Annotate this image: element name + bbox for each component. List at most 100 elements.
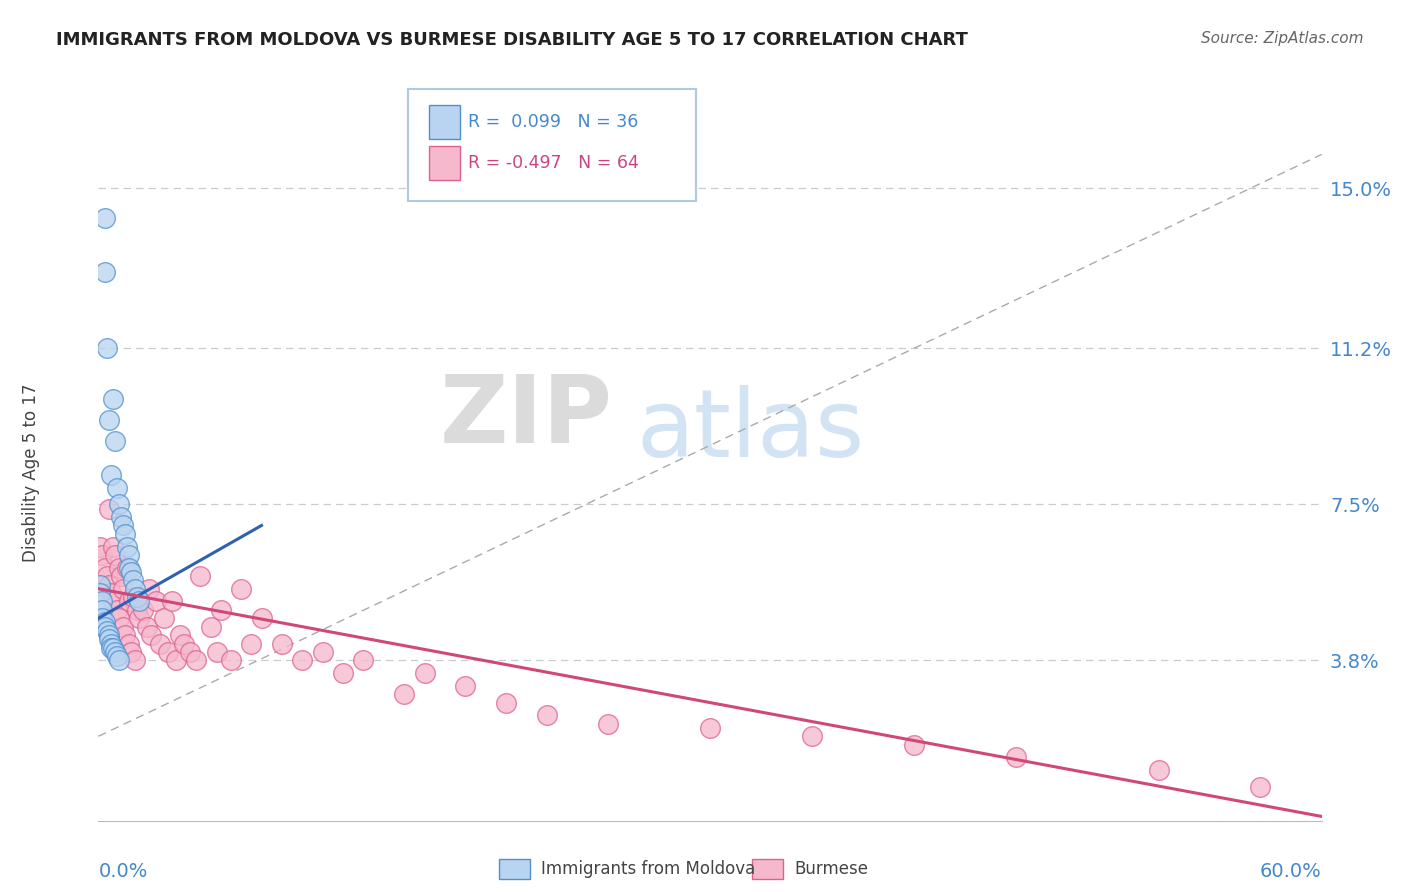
Point [110,569,132,583]
Point [200,620,222,634]
Point [97,413,120,427]
Text: IMMIGRANTS FROM MOLDOVA VS BURMESE DISABILITY AGE 5 TO 17 CORRELATION CHART: IMMIGRANTS FROM MOLDOVA VS BURMESE DISAB… [56,31,969,49]
Point [115,540,138,554]
Point [156,645,179,659]
Point [97,632,120,647]
Point [118,636,141,650]
Point [89,540,111,554]
Point [93,615,115,630]
Point [219,653,242,667]
Point [89,577,111,591]
Point [392,687,416,701]
Point [122,590,145,604]
Point [160,594,183,608]
Point [124,653,146,667]
Point [179,645,201,659]
Point [100,467,122,482]
Point [101,594,124,608]
Point [495,696,517,710]
Point [104,434,127,449]
Point [105,649,128,664]
Text: 60.0%: 60.0% [1260,863,1322,881]
Point [89,586,111,600]
Point [114,628,136,642]
Point [114,527,136,541]
Point [132,603,155,617]
Point [97,577,120,591]
Point [111,518,134,533]
Point [91,594,114,608]
Point [97,501,120,516]
Point [118,594,141,608]
Point [111,582,134,596]
Point [105,481,128,495]
Text: R = -0.497   N = 64: R = -0.497 N = 64 [468,154,640,172]
Point [91,611,114,625]
Point [97,628,120,642]
Point [93,265,115,279]
Point [128,611,150,625]
Point [801,729,824,743]
Point [120,645,142,659]
Text: ZIP: ZIP [439,371,612,463]
Point [598,716,620,731]
Text: Immigrants from Moldova: Immigrants from Moldova [541,860,755,878]
Point [186,653,208,667]
Point [138,582,160,596]
Text: Disability Age 5 to 17: Disability Age 5 to 17 [22,384,41,562]
Point [101,640,124,655]
Point [93,620,115,634]
Point [240,636,263,650]
Point [100,640,122,655]
Point [1004,750,1026,764]
Point [1147,763,1170,777]
Point [1249,780,1271,794]
Point [118,548,141,562]
Point [110,510,132,524]
Point [128,594,150,608]
Point [96,624,118,638]
Point [152,611,174,625]
Point [91,603,114,617]
Text: atlas: atlas [637,385,865,477]
Point [332,666,354,681]
Point [127,603,149,617]
Point [101,540,124,554]
Point [104,645,127,659]
Point [270,636,294,650]
Text: 0.0%: 0.0% [98,863,148,881]
Point [127,590,149,604]
Point [352,653,374,667]
Point [100,586,122,600]
Point [108,497,131,511]
Point [413,666,436,681]
Point [93,211,115,225]
Point [173,636,195,650]
Point [136,620,159,634]
Point [141,628,163,642]
Point [104,548,127,562]
Point [93,560,115,574]
Point [105,603,128,617]
Text: Burmese: Burmese [794,860,869,878]
Point [188,569,212,583]
Point [122,574,145,588]
Point [108,653,131,667]
Point [120,565,142,579]
Point [145,594,167,608]
Point [115,560,138,574]
Point [91,548,114,562]
Point [100,636,122,650]
Point [149,636,172,650]
Point [312,645,335,659]
Point [536,708,558,723]
Text: Source: ZipAtlas.com: Source: ZipAtlas.com [1201,31,1364,46]
Point [209,603,232,617]
Point [205,645,228,659]
Point [169,628,191,642]
Point [108,560,131,574]
Point [101,392,124,406]
Text: R =  0.099   N = 36: R = 0.099 N = 36 [468,113,638,131]
Point [96,342,118,356]
Point [250,611,273,625]
